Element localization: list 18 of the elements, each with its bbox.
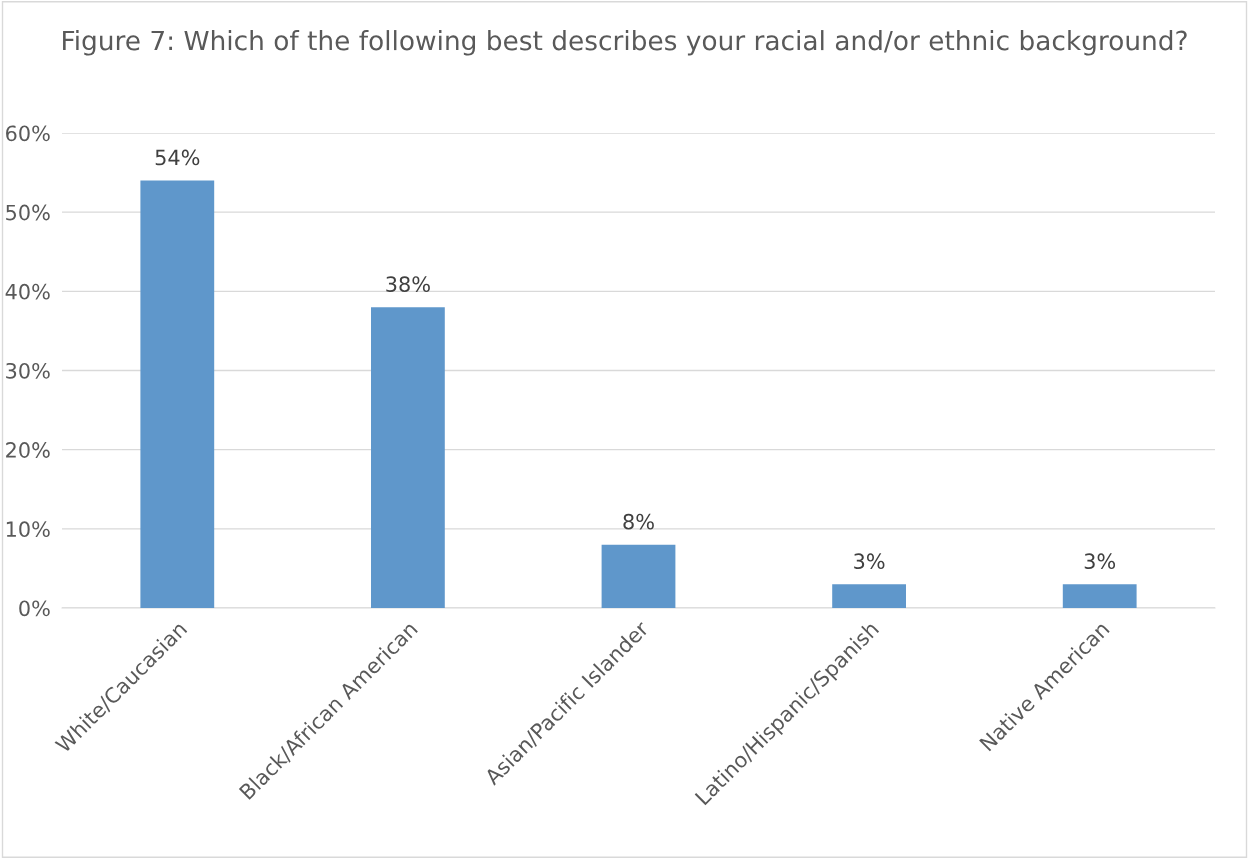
y-tick-label: 60% <box>6 125 50 142</box>
y-tick-label: 30% <box>6 362 50 379</box>
bar <box>832 584 906 608</box>
y-tick-label: 20% <box>6 442 50 458</box>
y-tick-label: 0% <box>19 600 50 617</box>
bar <box>140 180 215 608</box>
data-label: 54% <box>155 149 200 166</box>
bar <box>371 307 445 608</box>
data-label: 3% <box>854 553 885 570</box>
chart-title: Figure 7: Which of the following best describes your racial and/or ethnic background? <box>63 30 1187 56</box>
data-label: 38% <box>386 276 430 293</box>
bar <box>1062 584 1137 608</box>
bar <box>601 544 676 608</box>
y-tick-label: 10% <box>6 521 50 538</box>
y-tick-label: 50% <box>6 204 50 221</box>
y-tick-label: 40% <box>5 283 50 300</box>
data-label: 3% <box>1084 553 1116 570</box>
data-label: 8% <box>623 513 654 530</box>
